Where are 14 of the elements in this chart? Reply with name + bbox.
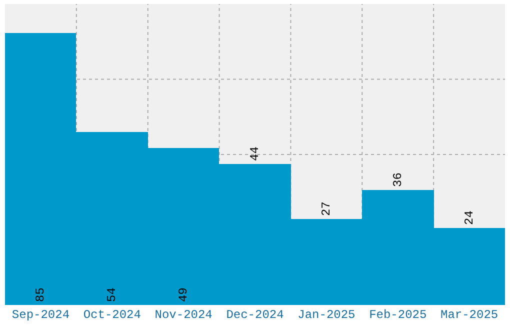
x-tick-label: Mar-2025 xyxy=(440,308,498,322)
data-label: 36 xyxy=(391,172,405,187)
x-tick-label: Oct-2024 xyxy=(83,308,141,322)
x-tick-label: Feb-2025 xyxy=(369,308,427,322)
data-label: 54 xyxy=(105,288,119,302)
x-tick-label: Jan-2025 xyxy=(298,308,356,322)
x-tick-label: Sep-2024 xyxy=(12,308,70,322)
x-tick-label: Dec-2024 xyxy=(226,308,284,322)
data-label: 24 xyxy=(462,210,476,225)
data-label: 44 xyxy=(248,146,262,161)
data-label: 85 xyxy=(34,288,48,302)
x-tick-label: Nov-2024 xyxy=(154,308,212,322)
data-label: 49 xyxy=(176,288,190,302)
data-label: 27 xyxy=(320,202,334,216)
